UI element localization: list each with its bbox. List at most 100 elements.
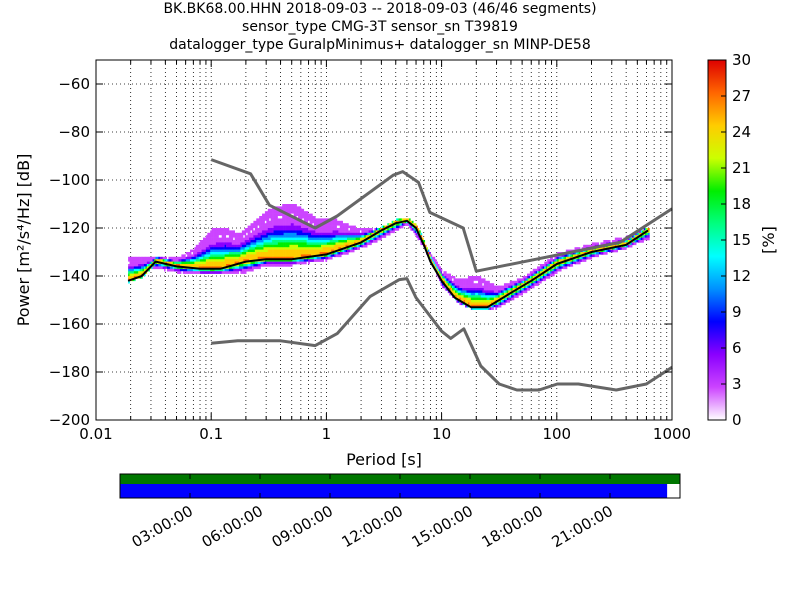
histogram-cell	[273, 252, 276, 255]
histogram-cell	[622, 247, 624, 250]
histogram-cell	[617, 237, 620, 241]
histogram-cell	[475, 300, 477, 303]
histogram-cell	[476, 285, 479, 289]
histogram-cell	[205, 264, 208, 267]
histogram-cell	[263, 242, 266, 246]
histogram-cell	[227, 259, 230, 262]
histogram-cell	[514, 295, 516, 298]
histogram-cell	[506, 297, 509, 301]
histogram-cell	[619, 247, 621, 250]
histogram-cell	[352, 240, 355, 243]
histogram-cell	[253, 261, 256, 265]
histogram-cell	[272, 249, 274, 253]
histogram-cell	[551, 261, 554, 265]
histogram-cell	[198, 247, 201, 250]
histogram-cell	[223, 271, 225, 274]
histogram-cell	[550, 256, 552, 260]
histogram-cell	[479, 283, 482, 286]
histogram-cell	[315, 256, 318, 260]
histogram-cell	[640, 235, 643, 238]
histogram-cell	[488, 292, 490, 296]
histogram-cell	[539, 264, 542, 267]
histogram-cell	[341, 223, 343, 226]
histogram-cell	[295, 242, 297, 246]
colorbar-tick-label: 27	[732, 87, 751, 105]
histogram-cell	[362, 235, 365, 238]
histogram-cell	[427, 252, 430, 255]
histogram-cell	[306, 232, 309, 236]
histogram-cell	[342, 244, 345, 248]
histogram-cell	[204, 252, 207, 255]
histogram-cell	[262, 256, 264, 260]
histogram-cell	[544, 268, 547, 272]
histogram-cell	[315, 220, 318, 224]
histogram-cell	[238, 264, 241, 267]
histogram-cell	[276, 237, 279, 241]
histogram-cell	[247, 235, 250, 238]
histogram-cell	[264, 254, 267, 258]
histogram-cell	[250, 232, 253, 236]
histogram-cell	[246, 261, 248, 265]
histogram-cell	[564, 264, 567, 267]
histogram-cell	[227, 249, 230, 253]
histogram-cell	[264, 240, 267, 243]
histogram-cell	[450, 290, 453, 294]
histogram-cell	[525, 288, 528, 291]
histogram-cell	[264, 247, 267, 250]
histogram-cell	[465, 292, 467, 296]
histogram-cell	[338, 252, 341, 255]
histogram-cell	[508, 288, 511, 291]
histogram-cell	[215, 235, 218, 238]
histogram-cell	[505, 283, 508, 286]
histogram-cell	[274, 249, 277, 253]
histogram-cell	[289, 254, 292, 258]
histogram-cell	[136, 268, 139, 272]
histogram-cell	[524, 278, 526, 282]
histogram-cell	[249, 264, 251, 267]
histogram-cell	[306, 240, 309, 243]
histogram-cell	[158, 264, 161, 267]
histogram-cell	[550, 264, 552, 267]
histogram-cell	[202, 264, 205, 267]
histogram-cell	[287, 259, 290, 262]
histogram-cell	[629, 242, 631, 246]
histogram-cell	[338, 223, 341, 226]
histogram-cell	[250, 254, 253, 258]
histogram-cell	[280, 206, 283, 210]
histogram-cell	[498, 285, 500, 289]
histogram-cell	[355, 228, 358, 231]
histogram-cell	[515, 283, 518, 286]
histogram-cell	[285, 230, 287, 234]
histogram-cell	[564, 261, 567, 265]
histogram-cell	[398, 223, 401, 226]
histogram-cell	[266, 223, 269, 226]
histogram-cell	[274, 230, 277, 234]
histogram-cell	[502, 288, 505, 291]
histogram-cell	[528, 285, 531, 289]
histogram-cell	[290, 264, 293, 267]
histogram-cell	[342, 240, 345, 243]
histogram-cell	[440, 273, 443, 277]
histogram-cell	[208, 240, 211, 243]
histogram-cell	[188, 261, 191, 265]
histogram-cell	[215, 242, 218, 246]
histogram-cell	[603, 249, 606, 253]
histogram-cell	[460, 295, 463, 298]
histogram-cell	[286, 220, 289, 224]
histogram-cell	[290, 223, 293, 226]
histogram-cell	[293, 225, 296, 229]
histogram-cell	[465, 290, 467, 294]
histogram-cell	[586, 256, 588, 260]
histogram-cell	[303, 225, 306, 229]
histogram-cell	[246, 242, 248, 246]
histogram-cell	[210, 237, 212, 241]
histogram-cell	[198, 254, 201, 258]
histogram-cell	[325, 244, 328, 248]
histogram-cell	[511, 280, 513, 284]
histogram-cell	[192, 264, 195, 267]
histogram-cell	[335, 220, 338, 224]
histogram-cell	[387, 230, 390, 234]
histogram-cell	[218, 252, 221, 255]
histogram-cell	[298, 225, 300, 229]
histogram-cell	[472, 295, 475, 298]
